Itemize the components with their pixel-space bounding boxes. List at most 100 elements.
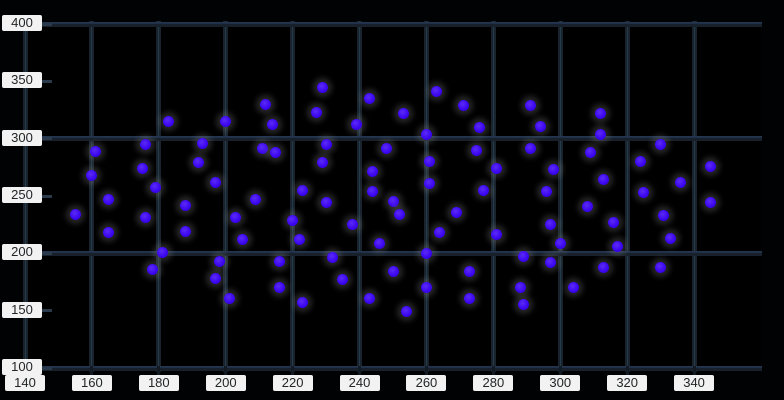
grid-line-vertical bbox=[89, 21, 95, 372]
data-point bbox=[136, 162, 148, 174]
data-point bbox=[434, 227, 446, 239]
data-point bbox=[149, 182, 161, 194]
data-point bbox=[250, 193, 262, 205]
grid-line-vertical bbox=[357, 21, 363, 372]
data-point bbox=[675, 176, 687, 188]
x-tick-label: 300 bbox=[540, 375, 581, 391]
data-point bbox=[270, 146, 282, 158]
data-point bbox=[705, 160, 717, 172]
data-point bbox=[524, 99, 536, 111]
data-point bbox=[420, 247, 432, 259]
data-point bbox=[89, 145, 101, 157]
data-point bbox=[380, 143, 392, 155]
data-point bbox=[420, 282, 432, 294]
data-point bbox=[260, 98, 272, 110]
grid-line-vertical bbox=[290, 21, 296, 372]
x-tick-label: 280 bbox=[473, 375, 514, 391]
data-point bbox=[430, 86, 442, 98]
data-point bbox=[350, 119, 362, 131]
data-point bbox=[146, 263, 158, 275]
data-point bbox=[236, 234, 248, 246]
data-point bbox=[638, 187, 650, 199]
data-point bbox=[193, 157, 205, 169]
data-point bbox=[544, 219, 556, 231]
data-point bbox=[220, 115, 232, 127]
x-tick-label: 180 bbox=[138, 375, 179, 391]
data-point bbox=[273, 255, 285, 267]
data-point bbox=[524, 143, 536, 155]
x-tick-mark bbox=[224, 366, 228, 376]
y-tick-mark bbox=[38, 366, 52, 370]
data-point bbox=[464, 292, 476, 304]
x-tick-mark bbox=[558, 366, 562, 376]
data-point bbox=[210, 176, 222, 188]
data-point bbox=[387, 266, 399, 278]
grid-line-vertical bbox=[223, 21, 229, 372]
x-tick-mark bbox=[424, 366, 428, 376]
y-tick-mark bbox=[38, 79, 52, 83]
data-point bbox=[397, 107, 409, 119]
y-tick-mark bbox=[38, 251, 52, 255]
data-point bbox=[471, 144, 483, 156]
data-point bbox=[464, 266, 476, 278]
data-point bbox=[477, 184, 489, 196]
data-point bbox=[367, 185, 379, 197]
x-tick-label: 240 bbox=[339, 375, 380, 391]
x-tick-label: 260 bbox=[406, 375, 447, 391]
y-tick-label: 100 bbox=[2, 359, 42, 375]
y-tick-mark bbox=[38, 194, 52, 198]
data-point bbox=[139, 138, 151, 150]
data-point bbox=[273, 282, 285, 294]
y-tick-mark bbox=[38, 22, 52, 26]
data-point bbox=[337, 274, 349, 286]
grid-line-vertical bbox=[691, 21, 697, 372]
x-tick-label: 340 bbox=[674, 375, 715, 391]
grid-line-vertical bbox=[156, 21, 162, 372]
data-point bbox=[548, 164, 560, 176]
grid-line-horizontal bbox=[22, 136, 762, 142]
y-tick-label: 150 bbox=[2, 301, 42, 318]
data-point bbox=[317, 157, 329, 169]
data-point bbox=[598, 174, 610, 186]
data-point bbox=[554, 237, 566, 249]
data-point bbox=[210, 273, 222, 285]
data-point bbox=[420, 128, 432, 140]
grid-line-horizontal bbox=[22, 250, 762, 256]
data-point bbox=[257, 143, 269, 155]
x-tick-label: 200 bbox=[205, 375, 246, 391]
data-point bbox=[230, 212, 242, 224]
data-point bbox=[156, 246, 168, 258]
data-point bbox=[544, 257, 556, 268]
data-point bbox=[474, 121, 486, 133]
data-point bbox=[347, 219, 359, 231]
data-point bbox=[367, 166, 379, 178]
data-point bbox=[611, 240, 623, 252]
x-tick-mark bbox=[358, 366, 362, 376]
data-point bbox=[86, 169, 98, 181]
data-point bbox=[267, 119, 279, 131]
data-point bbox=[534, 120, 546, 132]
data-point bbox=[364, 93, 376, 105]
data-point bbox=[364, 292, 376, 304]
grid-line-vertical bbox=[557, 21, 563, 372]
data-point bbox=[517, 251, 529, 263]
data-point bbox=[424, 177, 436, 189]
data-point bbox=[451, 206, 463, 218]
data-point bbox=[594, 107, 606, 119]
data-point bbox=[594, 128, 606, 140]
data-point bbox=[297, 184, 309, 196]
x-tick-label: 220 bbox=[272, 375, 313, 391]
data-point bbox=[69, 208, 81, 220]
data-point bbox=[514, 282, 526, 294]
data-point bbox=[665, 232, 677, 244]
x-tick-mark bbox=[625, 366, 629, 376]
data-point bbox=[400, 306, 412, 318]
data-point bbox=[139, 212, 151, 224]
y-tick-mark bbox=[38, 137, 52, 141]
data-point bbox=[163, 115, 175, 127]
data-point bbox=[598, 261, 610, 273]
data-point bbox=[320, 138, 332, 150]
grid-line-horizontal bbox=[22, 21, 762, 27]
data-point bbox=[705, 197, 717, 209]
